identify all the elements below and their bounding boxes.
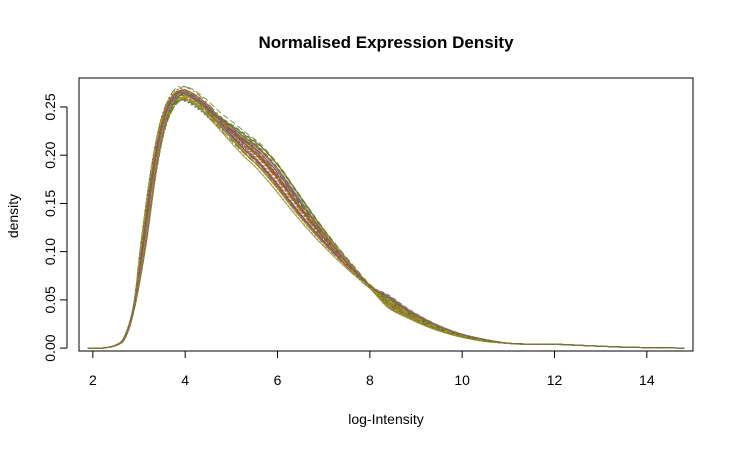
density-curve	[88, 93, 684, 349]
density-curve	[88, 93, 685, 349]
x-axis-label: log-Intensity	[348, 411, 423, 427]
density-curve	[88, 93, 685, 349]
density-curve	[87, 92, 684, 349]
y-tick-label: 0.15	[42, 190, 58, 217]
density-curve	[87, 88, 684, 349]
density-curve	[88, 92, 684, 349]
density-curve	[87, 91, 684, 349]
density-curve	[87, 98, 684, 349]
density-curve	[87, 91, 684, 349]
x-tick-label: 14	[639, 372, 655, 388]
density-curve	[88, 96, 685, 349]
density-curve	[87, 96, 684, 349]
density-curve	[88, 92, 685, 349]
density-curve	[88, 90, 684, 349]
y-tick-label: 0.20	[42, 141, 58, 168]
y-tick-label: 0.00	[42, 334, 58, 361]
density-curve	[87, 94, 684, 349]
density-curve	[88, 98, 684, 349]
density-curve	[88, 99, 684, 349]
density-curve	[88, 90, 685, 349]
x-tick-label: 8	[366, 372, 374, 388]
density-curve	[87, 97, 684, 349]
density-curve	[88, 91, 684, 349]
density-curve	[87, 90, 684, 349]
density-curve	[87, 99, 684, 349]
chart-title: Normalised Expression Density	[258, 33, 514, 52]
density-curve	[88, 85, 685, 349]
density-curve	[88, 91, 685, 349]
x-axis: 2 4 6 8 10 12 14	[89, 350, 655, 388]
x-tick-label: 4	[181, 372, 189, 388]
y-axis-label: density	[5, 194, 21, 238]
density-curve	[88, 92, 684, 349]
density-curve	[88, 98, 685, 349]
density-curve	[88, 95, 685, 349]
x-tick-label: 2	[89, 372, 97, 388]
y-tick-label: 0.25	[42, 93, 58, 120]
density-curve	[87, 97, 684, 349]
y-axis: 0.00 0.05 0.10 0.15 0.20 0.25	[42, 93, 68, 362]
density-curve	[88, 90, 684, 349]
density-curve	[87, 93, 684, 349]
density-curve	[87, 97, 684, 349]
density-curve	[88, 92, 684, 349]
density-curve	[88, 97, 685, 349]
density-curve	[88, 98, 685, 349]
plot-frame	[78, 77, 694, 352]
density-curve	[87, 93, 684, 349]
density-curves	[87, 85, 685, 349]
density-curve	[88, 93, 684, 349]
density-curve	[88, 90, 684, 349]
density-curve	[87, 99, 684, 349]
density-curve	[88, 91, 684, 349]
density-curve	[88, 96, 684, 349]
density-curve	[87, 89, 684, 349]
density-curve	[88, 96, 685, 349]
y-tick-label: 0.05	[42, 286, 58, 313]
density-curve	[88, 93, 685, 349]
density-curve	[87, 90, 684, 349]
x-tick-label: 10	[454, 372, 470, 388]
x-tick-label: 6	[274, 372, 282, 388]
density-curve	[88, 93, 685, 349]
density-curve	[87, 85, 684, 349]
density-curve	[88, 92, 684, 349]
density-curve	[88, 91, 685, 349]
y-tick-label: 0.10	[42, 238, 58, 265]
x-tick-label: 12	[547, 372, 563, 388]
density-curve	[88, 89, 685, 349]
